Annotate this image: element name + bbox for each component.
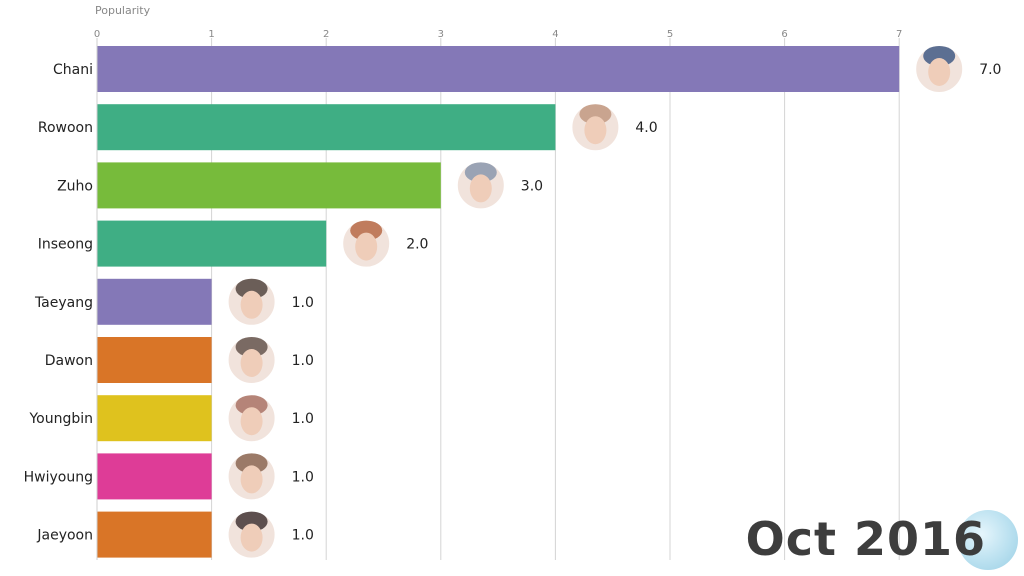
avatar-hair: [464, 162, 497, 183]
value-label: 1.0: [292, 469, 314, 485]
value-label: 7.0: [979, 62, 1001, 78]
avatar-hair: [350, 220, 383, 241]
avatar-face: [240, 523, 263, 552]
avatar-face: [240, 290, 263, 319]
x-axis-title: Popularity: [95, 4, 151, 17]
bar: [97, 395, 212, 442]
category-label: Taeyang: [34, 295, 93, 311]
avatar-image: [226, 393, 277, 444]
watermark-logo: [958, 510, 1018, 570]
avatar-face: [584, 116, 607, 145]
avatar-image: [341, 218, 392, 269]
value-label: 1.0: [292, 528, 314, 544]
bar: [97, 104, 556, 151]
category-label: Rowoon: [38, 120, 93, 136]
category-label: Youngbin: [28, 411, 93, 427]
avatar-image: [226, 276, 277, 327]
avatar-face: [240, 349, 263, 377]
category-label: Inseong: [38, 237, 93, 253]
avatar-hair: [923, 46, 956, 66]
value-label: 4.0: [635, 120, 657, 136]
avatar-image: [226, 451, 277, 502]
bar: [97, 220, 327, 267]
avatar-face: [240, 465, 263, 494]
category-label: Dawon: [45, 353, 93, 369]
x-tick-label: 5: [667, 29, 673, 40]
avatar-hair: [235, 395, 268, 416]
avatar-hair: [235, 278, 268, 299]
avatar-image: [226, 335, 277, 385]
value-label: 1.0: [292, 295, 314, 311]
avatar-hair: [235, 337, 268, 357]
bar: [97, 337, 212, 383]
avatar-face: [469, 174, 492, 203]
bar: [97, 511, 212, 558]
avatar-image: [226, 509, 277, 560]
bar: [97, 278, 212, 325]
x-tick-label: 7: [896, 29, 902, 40]
bar: [97, 46, 900, 92]
value-label: 3.0: [521, 178, 543, 194]
value-label: 2.0: [406, 237, 428, 253]
avatar-face: [928, 58, 951, 86]
avatar-image: [570, 102, 621, 153]
x-tick-label: 6: [781, 29, 787, 40]
bar: [97, 162, 441, 209]
x-tick-label: 0: [94, 29, 100, 40]
x-tick-label: 2: [323, 29, 329, 40]
x-tick-label: 1: [208, 29, 214, 40]
x-tick-label: 4: [552, 29, 558, 40]
avatar-hair: [235, 511, 268, 532]
value-label: 1.0: [292, 411, 314, 427]
avatar-image: [914, 44, 965, 94]
avatar-hair: [235, 453, 268, 474]
value-label: 1.0: [292, 353, 314, 369]
category-label: Zuho: [57, 178, 93, 194]
category-label: Hwiyoung: [24, 469, 93, 485]
avatar-image: [455, 160, 506, 211]
avatar-face: [355, 232, 378, 261]
avatar-hair: [579, 104, 612, 125]
x-tick-label: 3: [438, 29, 444, 40]
category-label: Jaeyoon: [36, 528, 93, 544]
bar: [97, 453, 212, 500]
date-label: Oct 2016: [745, 512, 986, 566]
avatar-face: [240, 407, 263, 436]
category-label: Chani: [53, 62, 93, 78]
